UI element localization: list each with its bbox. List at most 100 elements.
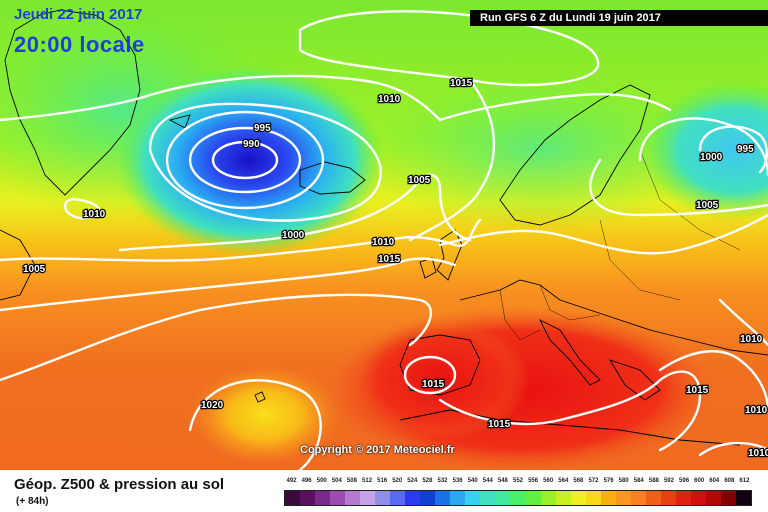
legend-value: 544 — [482, 478, 493, 484]
legend-value: 572 — [588, 478, 599, 484]
legend-swatch — [525, 491, 541, 505]
isobar-995-east — [698, 125, 768, 174]
isobar-1005-ne — [589, 158, 768, 217]
legend-value: 592 — [663, 478, 674, 484]
isobar-995 — [165, 110, 325, 210]
isobar-1000-ring — [148, 102, 382, 222]
isobar-label: 1015 — [686, 385, 709, 396]
scandinavia-coast — [499, 84, 651, 226]
azores-coast — [254, 391, 266, 403]
isobar-1010 — [0, 257, 457, 312]
legend-swatch — [330, 491, 346, 505]
legend-swatch — [495, 491, 511, 505]
isobar-label: 1015 — [378, 254, 401, 265]
legend-value: 548 — [497, 478, 508, 484]
legend-value-labels: 492 496 500 504 508 512 516 520 524 528 532 536 540 5… — [284, 478, 752, 488]
isobar-label: 1020 — [201, 400, 224, 411]
isobar-label: 1010 — [740, 334, 763, 345]
legend-swatch — [555, 491, 571, 505]
isobar-1005-east — [438, 213, 768, 255]
legend-swatch — [420, 491, 436, 505]
legend-swatch — [585, 491, 601, 505]
continent-coast — [459, 279, 768, 356]
legend-value: 516 — [377, 478, 388, 484]
legend-swatch — [345, 491, 361, 505]
canada-coast — [0, 229, 36, 301]
border-a — [499, 289, 541, 341]
isobar-label: 995 — [737, 144, 754, 155]
forecast-time: 20:00 locale — [14, 32, 145, 57]
isobar-1015-iberia — [403, 355, 457, 395]
legend-swatch — [675, 491, 691, 505]
legend-swatch — [570, 491, 586, 505]
legend-swatch — [645, 491, 661, 505]
legend-value: 492 — [286, 478, 297, 484]
legend-swatch — [735, 491, 751, 505]
legend-swatch — [705, 491, 721, 505]
border-b — [539, 284, 601, 321]
isobar-labels: 1015 1010 995 990 1005 1000 1010 1005 10… — [22, 77, 768, 460]
border-e — [469, 339, 481, 361]
legend-swatch — [375, 491, 391, 505]
legend-swatch — [600, 491, 616, 505]
isobar-1010-se — [718, 298, 768, 347]
legend-value: 612 — [739, 478, 750, 484]
isobar-990 — [188, 126, 302, 194]
legend-value: 508 — [346, 478, 357, 484]
legend-swatch — [660, 491, 676, 505]
isobars — [0, 10, 768, 470]
legend-value: 576 — [603, 478, 614, 484]
isobar-985 — [211, 140, 279, 180]
isobar-label: 1015 — [422, 379, 445, 390]
isobar-label: 1015 — [488, 419, 511, 430]
legend-value: 504 — [331, 478, 342, 484]
forecast-lead-time: (+ 84h) — [16, 496, 49, 507]
hot-core-iberia — [350, 320, 530, 440]
legend-swatch — [690, 491, 706, 505]
legend-value: 564 — [558, 478, 569, 484]
legend-swatch — [615, 491, 631, 505]
isobar-1020 — [188, 379, 322, 470]
northeast-low — [640, 80, 768, 220]
legend-value: 500 — [316, 478, 327, 484]
copyright-text: Copyright © 2017 Meteociel.fr — [300, 444, 455, 456]
legend-color-scale — [284, 490, 752, 506]
isobar-1000 — [118, 173, 472, 252]
legend-value: 532 — [437, 478, 448, 484]
north-africa-coast — [399, 409, 741, 446]
isobar-1005-west — [0, 218, 482, 262]
legend-value: 540 — [467, 478, 478, 484]
greenland-coast — [4, 9, 141, 196]
isobar-label: 990 — [243, 139, 260, 150]
isobar-label: 1010 — [378, 94, 401, 105]
isobar-1010-west-ring — [63, 198, 101, 220]
legend-swatch — [630, 491, 646, 505]
legend-swatch — [450, 491, 466, 505]
isobar-label: 1000 — [282, 230, 305, 241]
legend-value: 556 — [528, 478, 539, 484]
forecast-date: Jeudi 22 juin 2017 — [14, 6, 143, 23]
legend-value: 608 — [724, 478, 735, 484]
legend-swatch — [315, 491, 331, 505]
isobar-label: 1010 — [745, 405, 768, 416]
legend-value: 580 — [618, 478, 629, 484]
legend-swatch — [510, 491, 526, 505]
legend-value: 568 — [573, 478, 584, 484]
isobar-1010-far-se — [698, 441, 768, 457]
legend-swatch — [540, 491, 556, 505]
forecast-map: 1015 1010 995 990 1005 1000 1010 1005 10… — [0, 0, 768, 470]
legend-swatch — [360, 491, 376, 505]
low-pressure-core — [115, 65, 385, 255]
iceland-coast — [299, 161, 366, 195]
legend-swatch — [390, 491, 406, 505]
map-canvas: 1015 1010 995 990 1005 1000 1010 1005 10… — [0, 0, 768, 470]
balkans-coast — [608, 359, 661, 401]
legend-value: 552 — [512, 478, 524, 484]
legend-value: 600 — [694, 478, 705, 484]
isobar-label: 1010 — [83, 209, 106, 220]
legend-value: 496 — [301, 478, 312, 484]
legend-value: 512 — [362, 478, 373, 484]
italy-coast — [538, 318, 601, 386]
isobar-1005-mid — [408, 78, 496, 242]
